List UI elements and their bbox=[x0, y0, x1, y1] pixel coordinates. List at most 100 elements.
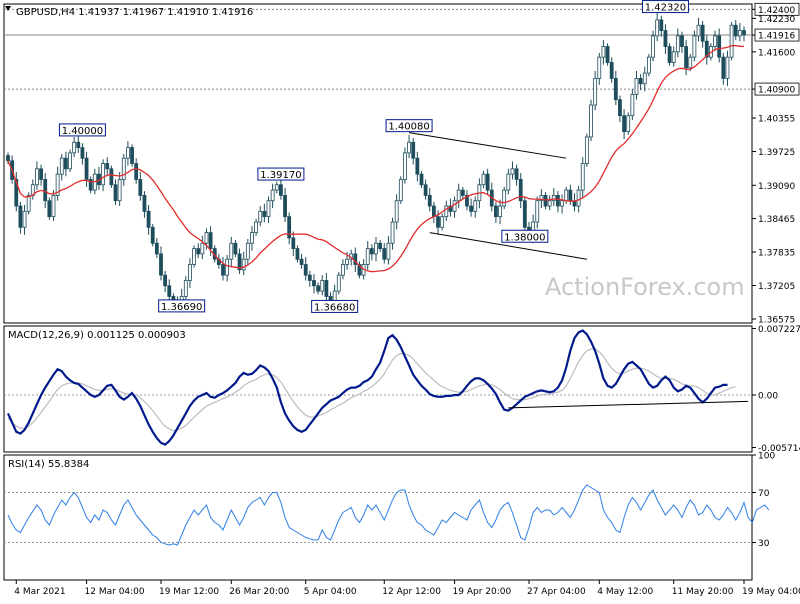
candle[interactable] bbox=[680, 35, 684, 47]
candle[interactable] bbox=[117, 179, 122, 202]
candle[interactable] bbox=[229, 242, 234, 260]
candle[interactable] bbox=[51, 194, 56, 218]
candle[interactable] bbox=[241, 258, 246, 271]
candle[interactable] bbox=[18, 205, 23, 228]
candle[interactable] bbox=[345, 258, 349, 265]
candle[interactable] bbox=[291, 237, 296, 249]
candle[interactable] bbox=[303, 264, 308, 276]
candle[interactable] bbox=[88, 179, 93, 191]
price-annotation[interactable]: 1.36690 bbox=[158, 299, 206, 313]
candle[interactable] bbox=[287, 216, 292, 239]
candle[interactable] bbox=[22, 210, 27, 228]
candle[interactable] bbox=[221, 264, 225, 276]
candle[interactable] bbox=[684, 46, 689, 69]
candle[interactable] bbox=[138, 179, 143, 196]
candle[interactable] bbox=[204, 232, 209, 244]
candle[interactable] bbox=[725, 56, 730, 79]
candle[interactable] bbox=[225, 258, 230, 276]
candle[interactable] bbox=[47, 200, 52, 218]
candle[interactable] bbox=[568, 189, 573, 202]
candle[interactable] bbox=[278, 184, 283, 196]
candle[interactable] bbox=[564, 189, 569, 202]
candle[interactable] bbox=[498, 205, 502, 218]
candle[interactable] bbox=[713, 35, 717, 47]
candle[interactable] bbox=[622, 115, 626, 133]
candle[interactable] bbox=[692, 35, 697, 58]
candle[interactable] bbox=[460, 189, 465, 196]
price-annotation[interactable]: 1.40000 bbox=[58, 123, 106, 137]
candle[interactable] bbox=[584, 136, 589, 164]
price-annotation[interactable]: 1.36680 bbox=[311, 299, 359, 313]
candle[interactable] bbox=[183, 280, 188, 297]
candle[interactable] bbox=[167, 285, 172, 297]
candle[interactable] bbox=[502, 189, 507, 207]
candle[interactable] bbox=[390, 221, 395, 244]
candle[interactable] bbox=[324, 280, 329, 297]
candle[interactable] bbox=[638, 78, 643, 85]
candle[interactable] bbox=[109, 168, 114, 186]
candle[interactable] bbox=[142, 194, 147, 212]
candle[interactable] bbox=[580, 163, 585, 191]
candle[interactable] bbox=[270, 189, 275, 202]
candle[interactable] bbox=[72, 141, 77, 154]
candle[interactable] bbox=[742, 30, 746, 36]
candle[interactable] bbox=[307, 274, 312, 281]
candle[interactable] bbox=[374, 242, 378, 255]
macd-trendline[interactable] bbox=[508, 400, 749, 409]
candle[interactable] bbox=[237, 253, 242, 271]
candle[interactable] bbox=[510, 168, 515, 175]
candle[interactable] bbox=[465, 194, 469, 207]
candle[interactable] bbox=[494, 205, 498, 218]
price-annotation[interactable]: 1.38000 bbox=[501, 229, 549, 243]
candle[interactable] bbox=[26, 194, 31, 212]
candle[interactable] bbox=[266, 200, 271, 218]
candle[interactable] bbox=[642, 72, 647, 85]
candle[interactable] bbox=[126, 147, 130, 159]
candle[interactable] bbox=[655, 19, 660, 37]
candle[interactable] bbox=[84, 157, 89, 180]
candle[interactable] bbox=[146, 210, 151, 228]
candle[interactable] bbox=[543, 194, 548, 207]
candle[interactable] bbox=[299, 258, 304, 265]
candle[interactable] bbox=[651, 35, 655, 58]
candle[interactable] bbox=[150, 226, 155, 244]
candle[interactable] bbox=[560, 200, 564, 207]
candle[interactable] bbox=[593, 78, 598, 106]
candle[interactable] bbox=[68, 152, 72, 170]
candle[interactable] bbox=[200, 242, 205, 255]
candle[interactable] bbox=[59, 157, 64, 175]
candle[interactable] bbox=[283, 194, 287, 218]
candle[interactable] bbox=[369, 248, 374, 255]
macd-panel[interactable] bbox=[4, 329, 752, 446]
candle[interactable] bbox=[250, 232, 254, 244]
candle[interactable] bbox=[192, 248, 196, 265]
candle[interactable] bbox=[688, 56, 693, 69]
candle[interactable] bbox=[431, 205, 436, 218]
candle[interactable] bbox=[101, 163, 106, 186]
candle[interactable] bbox=[411, 141, 416, 159]
candle[interactable] bbox=[43, 179, 48, 202]
candle[interactable] bbox=[626, 115, 631, 133]
candle[interactable] bbox=[134, 163, 139, 180]
candle[interactable] bbox=[556, 194, 560, 207]
candle[interactable] bbox=[403, 152, 407, 180]
candle[interactable] bbox=[130, 147, 134, 164]
candle[interactable] bbox=[737, 30, 742, 37]
candle[interactable] bbox=[473, 200, 478, 212]
candle[interactable] bbox=[589, 104, 593, 138]
price-trendline[interactable] bbox=[429, 232, 587, 260]
candle[interactable] bbox=[159, 253, 163, 276]
candle[interactable] bbox=[436, 216, 440, 228]
candle[interactable] bbox=[423, 184, 428, 196]
candle[interactable] bbox=[39, 168, 43, 180]
price-annotation[interactable]: 1.42320 bbox=[641, 0, 689, 14]
candle[interactable] bbox=[341, 264, 345, 276]
candle[interactable] bbox=[378, 242, 383, 249]
candle[interactable] bbox=[188, 264, 192, 281]
candle[interactable] bbox=[717, 35, 722, 58]
candle[interactable] bbox=[254, 221, 258, 234]
price-trendline[interactable] bbox=[408, 132, 567, 159]
candle[interactable] bbox=[415, 157, 420, 175]
candle[interactable] bbox=[274, 184, 279, 191]
candle[interactable] bbox=[485, 173, 490, 191]
